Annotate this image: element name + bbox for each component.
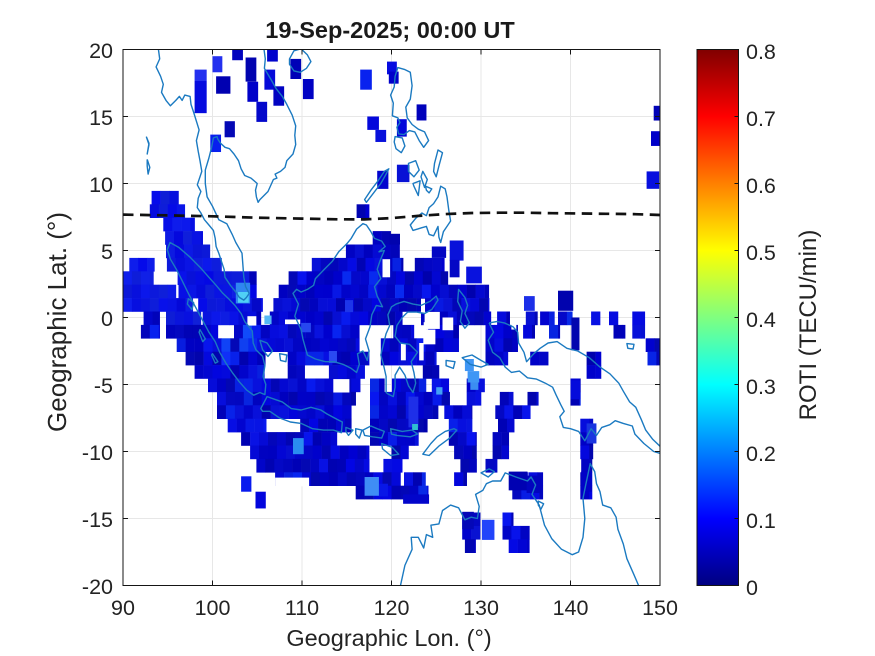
- svg-text:-5: -5: [94, 374, 113, 398]
- svg-text:0.4: 0.4: [746, 308, 776, 332]
- svg-text:-20: -20: [82, 575, 113, 599]
- svg-text:0.7: 0.7: [746, 107, 776, 131]
- svg-text:0.8: 0.8: [746, 40, 776, 64]
- svg-text:150: 150: [642, 596, 678, 620]
- svg-text:0.2: 0.2: [746, 442, 776, 466]
- svg-text:-15: -15: [82, 508, 113, 532]
- svg-text:0.5: 0.5: [746, 241, 776, 265]
- svg-text:15: 15: [89, 106, 113, 130]
- svg-text:0: 0: [101, 307, 113, 331]
- svg-text:0.6: 0.6: [746, 174, 776, 198]
- svg-text:19-Sep-2025; 00:00 UT: 19-Sep-2025; 00:00 UT: [265, 17, 515, 43]
- svg-text:ROTI (TECU/min): ROTI (TECU/min): [795, 230, 822, 421]
- svg-text:Geographic Lon. (°): Geographic Lon. (°): [286, 625, 491, 651]
- svg-text:0.3: 0.3: [746, 375, 776, 399]
- svg-text:110: 110: [285, 596, 319, 620]
- svg-text:140: 140: [553, 596, 589, 620]
- svg-text:5: 5: [101, 240, 113, 264]
- svg-text:0: 0: [746, 576, 758, 600]
- svg-text:10: 10: [89, 173, 113, 197]
- svg-text:120: 120: [374, 596, 410, 620]
- svg-text:20: 20: [89, 39, 113, 63]
- svg-text:Geographic Lat. (°): Geographic Lat. (°): [42, 212, 72, 432]
- svg-text:130: 130: [463, 596, 499, 620]
- svg-text:90: 90: [111, 596, 135, 620]
- svg-text:-10: -10: [82, 441, 113, 465]
- svg-text:100: 100: [195, 596, 231, 620]
- svg-text:0.1: 0.1: [746, 509, 776, 533]
